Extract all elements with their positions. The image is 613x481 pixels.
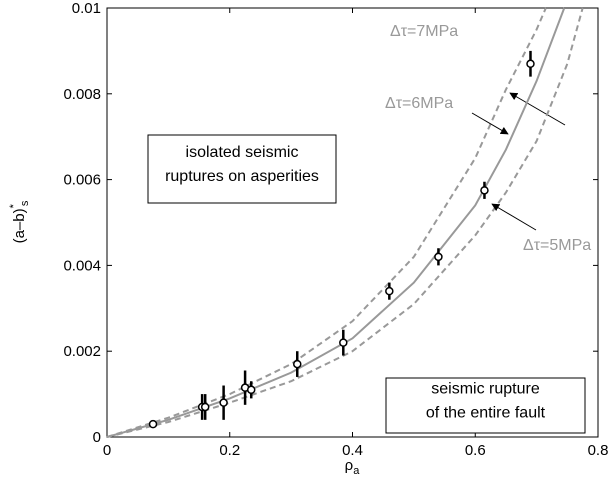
annotation-box [147,134,337,204]
y-axis-label: (a–b)*s [8,200,31,243]
point [246,385,256,395]
annotation-text: of the entire fault [426,405,546,422]
annotation-arrow [491,203,537,231]
curve [106,7,566,438]
plot-frame [106,7,599,438]
annotation-text: isolated seismic [186,144,299,161]
annotation-arrow [509,92,566,126]
point [148,419,158,429]
curve-label: Δτ=6MPa [385,95,453,112]
curve-label: Δτ=7MPa [390,23,458,40]
y-tick-label: 0 [93,429,101,446]
y-label-sub: s [19,200,31,206]
point [293,359,302,369]
annotation-text: ruptures on asperities [165,168,319,185]
y-tick-label: 0.006 [63,172,101,189]
y-tick-label: 0.01 [72,0,101,17]
x-label-sub: a [353,465,360,476]
point [526,59,535,69]
x-tick-label: 0.8 [588,442,609,459]
x-tick-label: 0.6 [465,442,486,459]
point [385,286,394,296]
curve [106,7,547,438]
annotation-text: seismic rupture [431,381,540,398]
x-axis-label: ρa [345,457,361,476]
x-tick-label: 0.4 [342,442,363,459]
point [480,186,489,195]
y-label-main: (a–b) [11,208,28,243]
annotation-box [385,377,586,434]
x-label-main: ρ [345,457,354,474]
y-tick-label: 0.002 [63,343,101,360]
y-label-sup: * [8,203,20,208]
x-tick-label: 0 [103,442,111,459]
point [434,252,443,262]
annotation-arrow [471,112,509,135]
point [200,402,210,412]
point [219,398,228,407]
y-tick-label: 0.008 [63,86,101,103]
curve-label: Δτ=5MPa [523,237,591,254]
curve [106,7,584,438]
x-tick-label: 0.2 [219,442,240,459]
y-tick-label: 0.004 [63,257,101,274]
point [339,338,348,347]
